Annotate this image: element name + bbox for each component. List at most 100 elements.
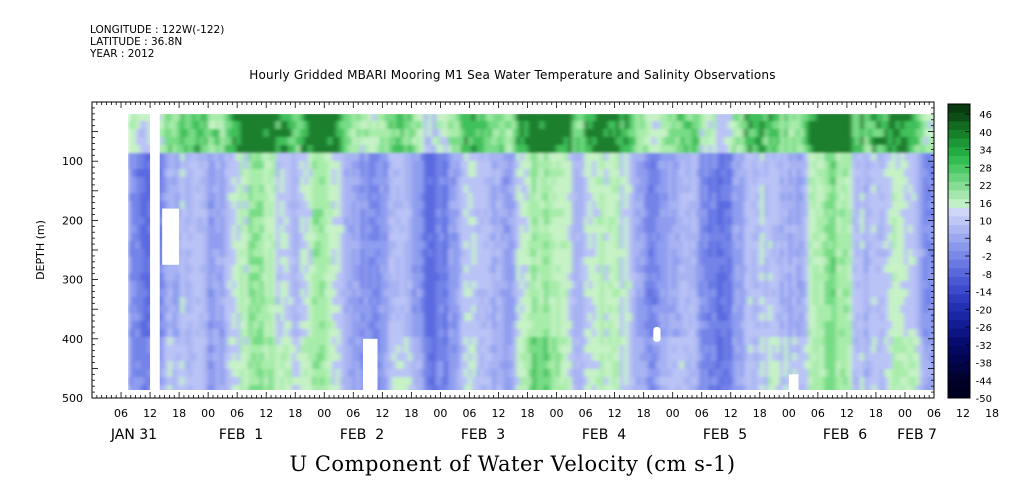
x-tick-label: 00: [550, 407, 564, 420]
y-axis-label: DEPTH (m): [34, 220, 47, 280]
x-tick-label: 18: [172, 407, 186, 420]
variable-title: U Component of Water Velocity (cm s-1): [289, 452, 736, 476]
x-tick-label: 00: [666, 407, 680, 420]
colorbar-swatch: [948, 155, 970, 166]
colorbar-tick-label: 4: [986, 234, 992, 245]
colorbar-swatch: [948, 199, 970, 209]
y-tick-label: 200: [62, 214, 83, 227]
year-label: YEAR : 2012: [90, 48, 155, 60]
x-tick-label: 18: [288, 407, 302, 420]
x-tick-label: 06: [695, 407, 709, 420]
colorbar-tick-label: 10: [979, 217, 992, 228]
colorbar-swatch: [948, 112, 970, 122]
colorbar-swatch: [948, 216, 970, 226]
colorbar-swatch: [948, 372, 970, 382]
colorbar-tick-label: 46: [979, 110, 992, 121]
x-tick-label: 12: [608, 407, 622, 420]
colorbar-tick-label: -44: [976, 376, 992, 387]
missing-data-region: [162, 208, 180, 265]
x-tick-label: 12: [143, 407, 157, 420]
x-day-label: JAN 31: [110, 427, 157, 443]
colorbar-swatch: [948, 121, 970, 131]
x-tick-label: 06: [230, 407, 244, 420]
x-tick-label: 06: [811, 407, 825, 420]
colorbar-swatch: [948, 320, 970, 330]
colorbar-swatch: [948, 354, 970, 364]
x-tick-label: 06: [462, 407, 476, 420]
metadata-header: LONGITUDE : 122W(-122) LATITUDE : 36.8N …: [90, 24, 224, 60]
x-tick-label: 18: [521, 407, 535, 420]
x-tick-label: 06: [346, 407, 360, 420]
y-tick-label: 400: [62, 333, 83, 346]
colorbar-swatch: [948, 138, 970, 148]
missing-data-region: [362, 338, 378, 393]
colorbar-swatch: [948, 380, 970, 390]
x-tick-label: 00: [433, 407, 447, 420]
y-tick-label: 100: [62, 155, 83, 168]
y-tick-label: 300: [62, 274, 83, 287]
colorbar-swatch: [948, 129, 970, 140]
colorbar-tick-label: 22: [979, 181, 992, 192]
x-day-label: FEB 7: [897, 427, 937, 443]
colorbar-swatch: [948, 190, 970, 200]
x-tick-label: 18: [869, 407, 883, 420]
colorbar-swatch: [948, 389, 970, 399]
x-tick-label: 12: [259, 407, 273, 420]
x-tick-label: 12: [956, 407, 970, 420]
colorbar-tick-label: 16: [979, 199, 992, 210]
colorbar-swatch: [948, 207, 970, 217]
colorbar-swatch: [948, 285, 970, 295]
colorbar-tick-label: -14: [976, 288, 992, 299]
missing-data-region: [150, 113, 160, 393]
x-tick-label: 18: [404, 407, 418, 420]
x-day-label: FEB 1: [219, 427, 263, 443]
x-day-label: FEB 6: [823, 427, 867, 443]
x-tick-label: 06: [579, 407, 593, 420]
colorbar-tick-label: -50: [976, 394, 992, 405]
x-tick-label: 18: [637, 407, 651, 420]
colorbar-tick-label: 34: [979, 146, 992, 157]
colorbar-tick-label: -38: [976, 359, 992, 370]
colorbar-swatch: [948, 181, 970, 191]
x-tick-label: 00: [317, 407, 331, 420]
colorbar-swatch: [948, 294, 970, 304]
x-axis: 06 12 18 00 06 12 18 00 06 12 18 00 06 12 18 00 06 12 18 00…: [110, 407, 999, 443]
colorbar-swatch: [948, 104, 970, 114]
x-tick-label: 12: [724, 407, 738, 420]
colorbar-swatch: [948, 259, 970, 269]
no-data-top: [93, 103, 933, 114]
colorbar-swatch: [948, 311, 970, 321]
y-axis: 100 200 300 400 500 DEPTH (m): [34, 155, 83, 405]
colorbar-swatch: [948, 337, 970, 347]
x-day-label: FEB 5: [703, 427, 747, 443]
x-tick-label: 00: [201, 407, 215, 420]
colorbar-tick-label: -20: [976, 305, 992, 316]
x-tick-label: 00: [898, 407, 912, 420]
colorbar-swatch: [948, 225, 970, 235]
latitude-label: LATITUDE : 36.8N: [90, 36, 183, 48]
colorbar-swatch: [948, 268, 970, 278]
x-tick-label: 12: [840, 407, 854, 420]
colorbar-swatch: [948, 328, 970, 338]
colorbar-swatch: [948, 147, 970, 157]
colorbar-swatch: [948, 173, 970, 183]
no-data-bottom: [93, 390, 933, 397]
colorbar-tick-label: -32: [976, 341, 992, 352]
longitude-label: LONGITUDE : 122W(-122): [90, 24, 225, 36]
colorbar-swatch: [948, 346, 970, 356]
x-tick-label: 12: [375, 407, 389, 420]
colorbar-swatch: [948, 363, 970, 373]
x-day-label: FEB 2: [340, 427, 384, 443]
x-tick-label: 06: [114, 407, 128, 420]
colorbar-tick-label: 40: [979, 128, 992, 139]
x-tick-label: 00: [782, 407, 796, 420]
x-day-label: FEB 4: [582, 427, 626, 443]
colorbar-tick-label: 28: [979, 163, 992, 174]
colorbar-swatch: [948, 251, 970, 261]
colorbar-tick-label: -8: [982, 270, 992, 281]
missing-data-region: [653, 326, 661, 342]
colorbar-swatch: [948, 164, 970, 174]
x-day-label: FEB 3: [461, 427, 505, 443]
heatmap-field: [128, 113, 934, 390]
